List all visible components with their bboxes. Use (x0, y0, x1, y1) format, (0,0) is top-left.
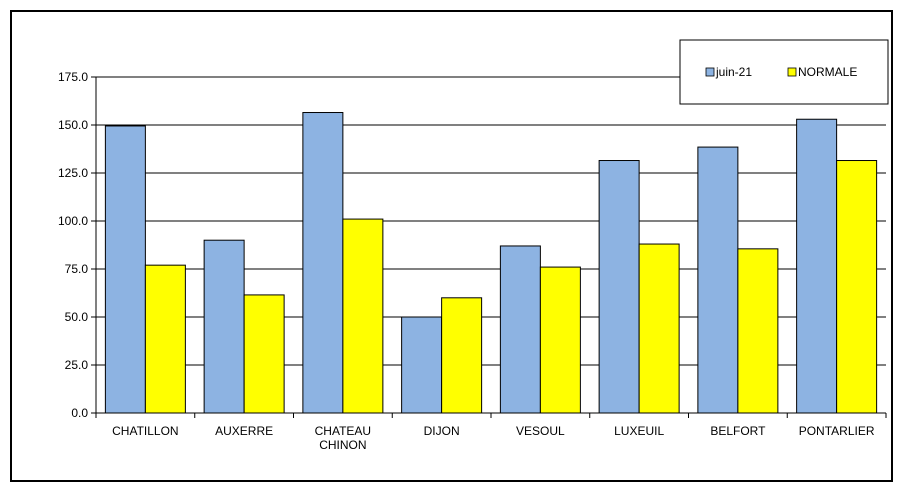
legend-label-normale: NORMALE (798, 65, 857, 79)
bar-juin-21-7 (796, 118, 838, 414)
y-tick-label: 125.0 (58, 166, 88, 180)
bar-normale-6 (737, 248, 779, 414)
bar-juin-21-3 (401, 316, 443, 414)
bar-juin-21-2 (302, 112, 344, 414)
bar-normale-4 (539, 266, 581, 414)
y-tick-label: 100.0 (58, 214, 88, 228)
x-tick-label: CHATEAU CHINON (315, 424, 371, 452)
bars (104, 112, 878, 414)
y-tick-label: 50.0 (65, 310, 89, 324)
legend-box (679, 39, 889, 105)
y-tick-label: 175.0 (58, 70, 88, 84)
bar-normale-5 (638, 243, 680, 414)
x-tick-label: AUXERRE (215, 424, 273, 438)
x-tick-label: VESOUL (516, 424, 565, 438)
bar-normale-3 (441, 297, 483, 414)
y-axis: 0.0 25.0 50.0 75.0 100.0 125.0 150.0 175.0 (58, 70, 97, 420)
legend-swatch-juin-21 (705, 67, 715, 77)
x-axis: CHATILLON AUXERRE CHATEAU CHINON DIJON VESOUL… (95, 412, 887, 452)
x-tick-label: DIJON (424, 424, 460, 438)
x-tick-label: PONTARLIER (799, 424, 875, 438)
bar-normale-7 (836, 160, 878, 414)
bar-juin-21-1 (203, 239, 245, 414)
bar-normale-0 (144, 264, 186, 414)
x-tick-label: CHATILLON (112, 424, 178, 438)
y-tick-label: 25.0 (65, 358, 89, 372)
bar-normale-1 (243, 294, 285, 414)
bar-juin-21-0 (104, 125, 146, 414)
bar-juin-21-6 (697, 146, 739, 414)
bar-normale-2 (342, 218, 384, 414)
y-tick-label: 75.0 (65, 262, 89, 276)
y-tick-label: 150.0 (58, 118, 88, 132)
y-tick-label: 0.0 (71, 406, 88, 420)
legend-swatch-normale (787, 67, 797, 77)
bar-juin-21-5 (598, 160, 640, 414)
legend: juin-21 NORMALE (679, 39, 889, 105)
x-tick-label: LUXEUIL (614, 424, 664, 438)
x-tick-label: BELFORT (710, 424, 766, 438)
bar-juin-21-4 (499, 245, 541, 414)
legend-label-juin-21: juin-21 (715, 65, 752, 79)
